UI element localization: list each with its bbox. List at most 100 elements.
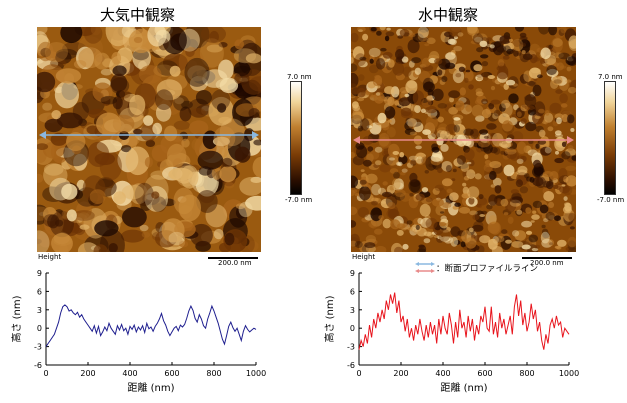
afm-texture-grain [558,52,570,60]
x-tick-label: 800 [206,369,221,378]
afm-texture-grain [473,64,483,72]
afm-texture-grain [437,116,444,123]
afm-texture-grain [462,182,467,187]
afm-texture-grain [465,69,471,73]
afm-texture-grain [384,106,396,119]
scale-bar-water [522,257,572,259]
afm-texture-grain [486,37,492,42]
afm-texture-grain [429,75,438,84]
afm-texture-grain [421,98,432,108]
afm-texture-grain [516,209,523,215]
afm-texture-grain [387,143,400,158]
afm-texture-grain [129,183,148,205]
afm-texture-grain [410,118,422,127]
afm-texture-grain [502,45,512,56]
afm-texture-grain [502,120,513,132]
x-tick-label: 1000 [559,369,579,378]
afm-texture-grain [487,75,495,79]
afm-texture-grain [528,234,539,243]
afm-texture-grain [533,159,541,168]
afm-texture-grain [408,155,419,161]
afm-texture-grain [413,121,424,133]
afm-texture-grain [458,206,471,214]
afm-texture-grain [405,80,418,94]
afm-texture-grain [378,215,384,220]
afm-texture-grain [133,128,143,135]
x-tick-label: 600 [164,369,179,378]
colorbar-min-air: -7.0 nm [285,196,313,204]
afm-texture-grain [370,221,378,229]
afm-texture-grain [464,77,469,83]
afm-texture-grain [564,148,576,157]
afm-texture-grain [144,157,153,168]
afm-texture-grain [430,153,443,162]
afm-texture-grain [414,67,422,75]
afm-texture-grain [484,160,491,165]
afm-texture-grain [459,87,466,96]
afm-texture-grain [521,50,526,55]
afm-texture-grain [57,112,83,129]
afm-texture-grain [463,145,470,153]
y-tick-label: 6 [350,287,355,296]
afm-texture-grain [94,220,119,237]
afm-texture-grain [454,202,461,207]
afm-texture-grain [96,112,122,136]
afm-texture-grain [567,145,574,151]
x-axis-label: 距離 (nm) [127,381,174,394]
afm-texture-grain [384,86,395,95]
afm-texture-grain [529,43,540,53]
legend-arrow-air-right [431,262,435,266]
afm-texture-grain [352,101,359,109]
afm-texture-grain [563,196,568,202]
afm-texture-grain [121,229,145,243]
afm-texture-grain [497,69,509,80]
afm-texture-grain [524,94,537,108]
afm-texture-grain [556,117,562,125]
afm-texture-grain [373,78,383,87]
afm-texture-grain [200,27,226,43]
afm-texture-grain [490,85,496,91]
afm-texture-grain [567,236,576,248]
x-tick-label: 600 [477,369,492,378]
afm-texture-grain [499,103,506,112]
afm-texture-grain [467,186,480,199]
afm-texture-grain [550,51,555,56]
afm-texture-grain [55,68,82,84]
afm-texture-grain [457,32,464,37]
afm-texture-grain [414,152,426,165]
afm-texture-grain [51,232,73,252]
afm-texture-grain [37,230,50,252]
afm-texture-grain [86,125,99,135]
afm-texture-grain [128,28,154,53]
afm-texture-grain [415,224,420,230]
afm-texture-grain [442,202,452,209]
afm-texture-grain [463,128,474,136]
afm-texture-grain [504,148,517,155]
afm-texture-grain [241,69,261,95]
afm-texture-grain [489,170,497,180]
afm-texture-grain [139,65,162,84]
afm-texture-grain [477,197,488,206]
afm-texture-grain [511,192,522,203]
afm-texture-grain [218,42,228,48]
afm-texture-grain [155,103,172,122]
afm-texture-grain [112,96,123,110]
afm-texture-grain [480,54,489,59]
afm-texture-grain [154,89,174,111]
afm-texture-grain [375,160,382,166]
afm-texture-grain [543,191,555,202]
afm-texture-grain [524,94,535,102]
afm-texture-grain [503,212,509,216]
afm-texture-grain [476,77,483,81]
afm-texture-grain [547,126,554,132]
afm-texture-grain [54,81,79,109]
afm-texture-grain [533,101,546,117]
x-tick-label: 200 [393,369,408,378]
afm-texture-grain [475,74,484,82]
afm-texture-grain [151,191,160,199]
afm-texture-grain [475,88,483,94]
afm-texture-grain [400,107,412,117]
colorbar-water [604,81,616,195]
afm-texture-grain [417,217,423,225]
afm-texture-grain [401,56,409,63]
